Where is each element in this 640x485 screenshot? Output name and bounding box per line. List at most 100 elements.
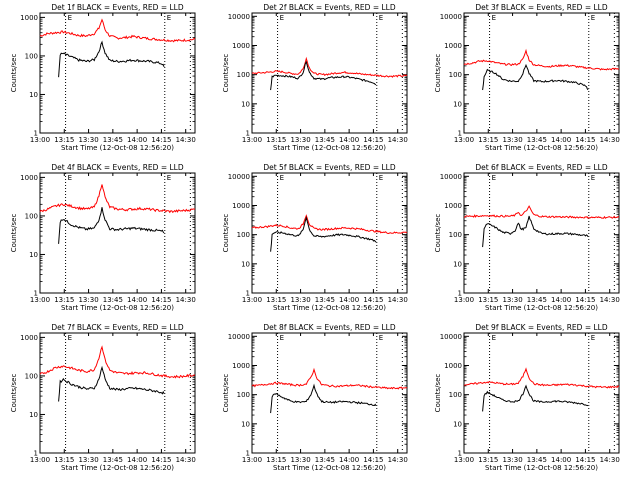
x-tick-label: 13:30 (78, 456, 98, 464)
y-tick-label: 100 (237, 231, 250, 239)
y-tick-label: 1 (34, 450, 38, 458)
event-marker-label: E (68, 174, 72, 182)
y-axis-label: Counts/sec (10, 54, 18, 93)
y-tick-label: 10 (241, 260, 250, 268)
x-tick-label: 14:15 (151, 456, 171, 464)
y-tick-label: 1 (458, 290, 462, 298)
x-tick-label: 13:00 (30, 136, 50, 144)
x-axis-label: Start Time (12-Oct-08 12:56:20) (485, 304, 598, 312)
x-tick-label: 14:00 (551, 456, 571, 464)
y-axis-label: Counts/sec (434, 374, 442, 413)
series-events (58, 40, 165, 78)
series-lld (251, 367, 408, 390)
x-tick-label: 14:30 (176, 136, 196, 144)
panel-title: Det 8f BLACK = Events, RED = LLD (263, 323, 396, 332)
x-tick-label: 14:15 (151, 296, 171, 304)
x-tick-label: 13:15 (54, 136, 74, 144)
event-marker-label: E (379, 14, 383, 22)
y-axis-label: Counts/sec (10, 374, 18, 413)
axes-frame (39, 332, 196, 454)
event-marker-label: E (591, 14, 595, 22)
y-tick-label: 10 (453, 420, 462, 428)
x-tick-label: 13:15 (266, 456, 286, 464)
y-tick-label: 100 (237, 391, 250, 399)
series-events (270, 60, 377, 91)
y-axis-label: Counts/sec (434, 214, 442, 253)
panel-title: Det 2f BLACK = Events, RED = LLD (263, 3, 396, 12)
x-tick-label: 13:15 (266, 296, 286, 304)
y-axis-label: Counts/sec (222, 54, 230, 93)
x-tick-label: 13:30 (502, 456, 522, 464)
event-marker-label: E (68, 334, 72, 342)
y-tick-label: 100 (237, 71, 250, 79)
x-tick-label: 13:30 (290, 296, 310, 304)
x-tick-label: 14:00 (127, 136, 147, 144)
series-events (58, 365, 165, 402)
x-tick-label: 13:30 (290, 456, 310, 464)
axes-frame (251, 12, 408, 134)
x-tick-label: 14:00 (551, 136, 571, 144)
x-tick-label: 13:00 (454, 136, 474, 144)
y-tick-label: 1000 (444, 362, 462, 370)
x-axis-label: Start Time (12-Oct-08 12:56:20) (61, 304, 174, 312)
y-tick-label: 100 (449, 231, 462, 239)
series-lld (39, 345, 196, 379)
y-tick-label: 1000 (232, 202, 250, 210)
x-tick-label: 14:15 (575, 296, 595, 304)
x-tick-label: 14:15 (363, 136, 383, 144)
y-tick-label: 1 (246, 450, 250, 458)
x-tick-label: 13:45 (315, 296, 335, 304)
event-marker-label: E (492, 14, 496, 22)
x-tick-label: 13:00 (30, 456, 50, 464)
x-axis-label: Start Time (12-Oct-08 12:56:20) (273, 464, 386, 472)
y-tick-label: 1000 (232, 42, 250, 50)
x-tick-label: 13:45 (103, 136, 123, 144)
x-axis-label: Start Time (12-Oct-08 12:56:20) (273, 144, 386, 152)
y-axis-label: Counts/sec (10, 214, 18, 253)
y-tick-label: 1000 (444, 42, 462, 50)
x-tick-label: 13:00 (242, 456, 262, 464)
x-tick-label: 14:30 (176, 296, 196, 304)
series-events (58, 207, 165, 244)
x-tick-label: 13:00 (242, 296, 262, 304)
x-tick-label: 14:00 (551, 296, 571, 304)
series-lld (463, 205, 620, 219)
panel-title: Det 4f BLACK = Events, RED = LLD (51, 163, 184, 172)
y-tick-label: 10000 (228, 13, 250, 21)
series-lld (39, 18, 196, 43)
y-tick-label: 1 (246, 130, 250, 138)
axes-frame (463, 12, 620, 134)
x-tick-label: 14:15 (363, 456, 383, 464)
x-tick-label: 14:15 (151, 136, 171, 144)
y-tick-label: 100 (449, 391, 462, 399)
x-tick-label: 13:15 (478, 296, 498, 304)
event-marker-label: E (167, 174, 171, 182)
x-tick-label: 14:00 (339, 136, 359, 144)
y-tick-label: 10000 (440, 173, 462, 181)
series-events (270, 383, 377, 414)
x-tick-label: 13:00 (242, 136, 262, 144)
x-tick-label: 13:45 (103, 456, 123, 464)
y-tick-label: 10 (453, 100, 462, 108)
x-tick-label: 14:30 (388, 456, 408, 464)
event-marker-label: E (379, 174, 383, 182)
x-tick-label: 14:30 (600, 456, 620, 464)
x-axis-label: Start Time (12-Oct-08 12:56:20) (485, 464, 598, 472)
event-marker-label: E (379, 334, 383, 342)
y-tick-label: 10 (29, 91, 38, 99)
x-tick-label: 14:00 (127, 456, 147, 464)
y-tick-label: 10 (29, 411, 38, 419)
y-tick-label: 10 (241, 420, 250, 428)
x-tick-label: 13:45 (527, 296, 547, 304)
event-marker-label: E (591, 334, 595, 342)
series-lld (463, 48, 620, 71)
y-tick-label: 1 (458, 450, 462, 458)
y-tick-label: 1 (34, 130, 38, 138)
x-tick-label: 14:30 (388, 136, 408, 144)
